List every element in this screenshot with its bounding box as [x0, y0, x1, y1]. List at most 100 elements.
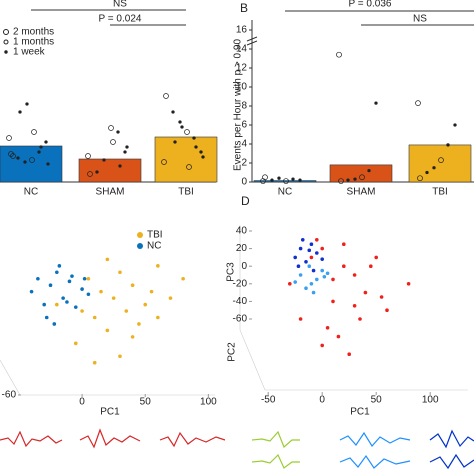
data-point [277, 176, 281, 180]
data-point [16, 156, 20, 160]
data-point [417, 175, 423, 182]
scatter-point [385, 308, 389, 313]
scatter-point [48, 283, 53, 288]
data-point [178, 120, 182, 124]
scatter-point [44, 315, 49, 320]
scatter-point [331, 299, 335, 304]
data-point [125, 145, 129, 149]
data-point [85, 153, 91, 159]
scatter-point [315, 238, 319, 242]
data-point [453, 123, 457, 127]
bar [253, 180, 317, 183]
data-point [346, 178, 350, 182]
x-tick-label: NC [24, 187, 38, 198]
annotation: NS [113, 0, 127, 10]
y-axis-label: Events per Hour with p > 0.90 [233, 39, 244, 171]
x-tick-label: 0 [79, 397, 85, 408]
data-point [359, 174, 365, 181]
scatter-point [325, 271, 330, 276]
data-point [270, 178, 274, 182]
scatter-point [322, 274, 327, 279]
data-point [184, 129, 190, 135]
x-tick-label: NC [278, 187, 292, 198]
scatter-point [73, 305, 78, 309]
scatter-point [67, 279, 72, 284]
data-point [262, 174, 268, 181]
x-tick-label: 50 [140, 397, 152, 408]
y-tick-label: 4 [241, 139, 247, 150]
y-tick-label: -20 [233, 278, 248, 289]
y-tick-label: 6 [241, 120, 247, 131]
annotation: P = 0.024 [99, 14, 142, 25]
data-point [201, 155, 205, 159]
y-tick-label: 0 [241, 177, 247, 188]
data-point [29, 157, 35, 163]
y-tick-label: -60 [2, 390, 17, 401]
axis-break [246, 36, 258, 46]
scatter-point [156, 315, 160, 320]
scatter-point [57, 264, 62, 268]
scatter-point [325, 326, 330, 330]
data-point [192, 136, 196, 140]
scatter-point [92, 315, 97, 320]
data-point [8, 151, 14, 157]
legend-marker [4, 50, 8, 54]
y-tick-label: 40 [236, 226, 248, 237]
scatter-point [73, 341, 78, 346]
x-tick-label: 0 [319, 395, 325, 406]
axes-3d-c [0, 359, 215, 396]
scatter-point [288, 282, 292, 286]
scatter-point [309, 255, 314, 260]
x-tick-label: SHAM [347, 187, 376, 198]
panel-label: D [241, 194, 250, 208]
annotation: NS [413, 14, 427, 25]
scatter-point [363, 290, 368, 295]
data-point [367, 168, 371, 173]
y-tick-label: 8 [241, 101, 247, 112]
scatter-point [352, 304, 357, 308]
data-point [23, 160, 27, 164]
scatter-point [309, 282, 314, 286]
scatter-point [156, 264, 160, 268]
data-point [31, 129, 37, 135]
scatter-point [336, 334, 341, 339]
scatter-point [320, 268, 325, 273]
data-point [18, 110, 22, 114]
scatter-point [143, 302, 148, 307]
data-point [186, 164, 192, 170]
legend-marker [3, 39, 9, 45]
x-tick-label: TBI [178, 187, 194, 198]
x-tick-label: -50 [261, 395, 276, 406]
data-point [291, 177, 295, 181]
scatter-point [311, 290, 316, 295]
y-tick-label: 20 [236, 243, 248, 254]
data-point [161, 159, 167, 165]
y-tick-label: 16 [236, 25, 248, 36]
data-point [6, 135, 12, 141]
scatter-point [124, 309, 129, 313]
scatter-point [118, 270, 122, 275]
scatter-point [379, 295, 384, 299]
x-tick-label: 50 [371, 395, 383, 406]
y-axis-label: PC3 [226, 262, 237, 282]
data-point [37, 150, 41, 154]
scatter-point [181, 276, 185, 281]
y-tick-label: 12 [236, 63, 248, 74]
scatter-point [149, 289, 154, 294]
scatter-point [80, 309, 84, 313]
data-point [446, 143, 450, 147]
scatter-point [352, 273, 357, 277]
scatter-point [298, 317, 303, 321]
scatter-point [137, 322, 141, 326]
scatter-point [70, 274, 74, 278]
data-point [194, 145, 198, 149]
data-point [415, 100, 421, 107]
scatter-point [65, 300, 69, 304]
scatter-point [105, 257, 110, 262]
data-point [116, 130, 120, 134]
scatter-point [331, 277, 335, 282]
data-point [87, 171, 93, 177]
data-point [374, 101, 378, 105]
scatter-point [315, 277, 319, 282]
legend-label: 1 week [13, 47, 46, 58]
